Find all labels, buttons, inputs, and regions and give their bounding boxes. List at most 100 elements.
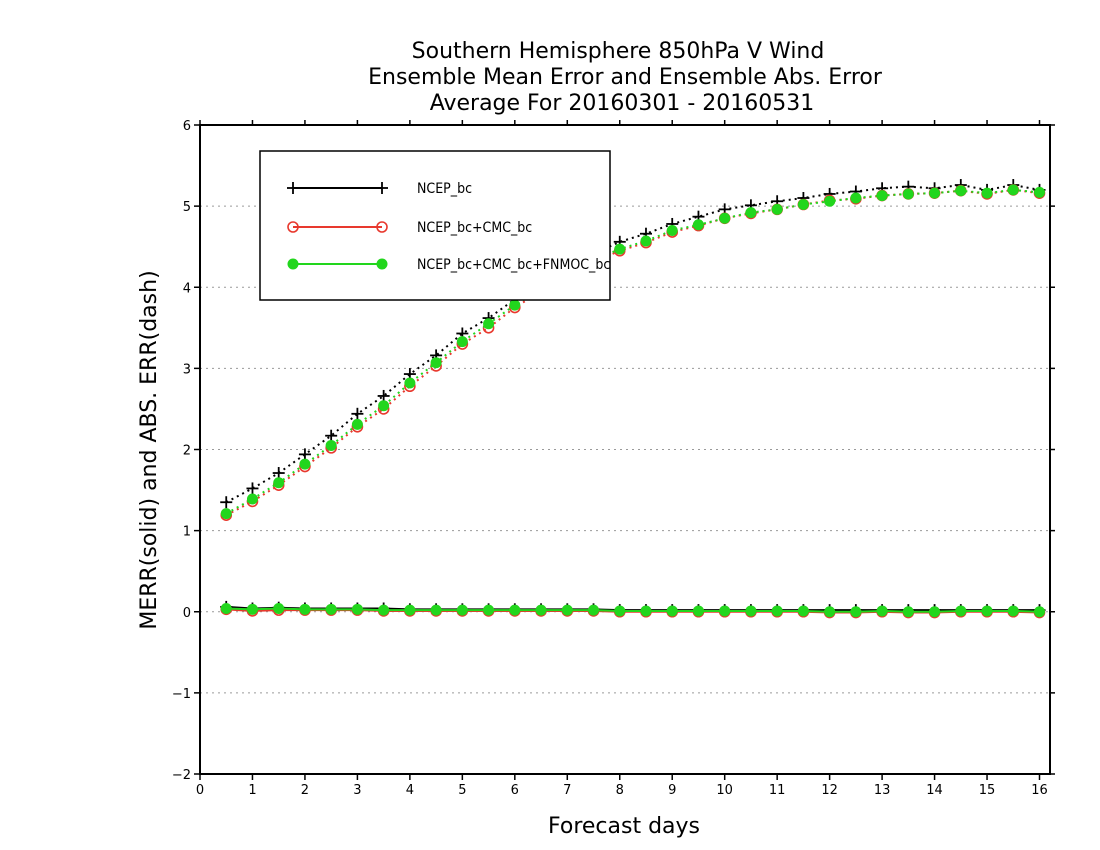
merr-point <box>588 604 600 616</box>
x-tick-label: 5 <box>458 783 466 798</box>
legend-box <box>259 150 611 301</box>
legend-swatch-marker <box>287 182 299 194</box>
abs-err-point <box>640 235 652 247</box>
merr-point <box>430 604 442 616</box>
x-axis-label: Forecast days <box>548 814 700 839</box>
x-tick-label: 3 <box>353 783 361 798</box>
abs-err-point <box>824 195 836 207</box>
abs-err-point <box>456 336 468 348</box>
merr-point <box>824 606 836 618</box>
merr-point <box>561 604 573 616</box>
merr-point <box>771 605 783 617</box>
legend-entry-label: NCEP_bc+CMC_bc+FNMOC_bc <box>417 257 610 273</box>
legend-swatch-marker <box>376 258 388 270</box>
merr-point <box>692 605 704 617</box>
merr-point <box>981 605 993 617</box>
y-axis-label: MERR(solid) and ABS. ERR(dash) <box>137 270 162 629</box>
abs-err-point <box>325 439 337 451</box>
x-tick-label: 7 <box>563 783 571 798</box>
abs-err-point <box>220 508 232 520</box>
title-line-2: Ensemble Mean Error and Ensemble Abs. Er… <box>368 65 883 90</box>
x-tick-label: 9 <box>668 783 676 798</box>
y-tick-label: 2 <box>183 444 191 459</box>
abs-err-point <box>902 188 914 200</box>
abs-err-point <box>299 458 311 470</box>
abs-err-point <box>246 493 258 505</box>
merr-point <box>1007 605 1019 617</box>
abs-err-point <box>771 203 783 215</box>
abs-err-point <box>850 192 862 204</box>
abs-err-point <box>483 318 495 330</box>
legend-swatch-marker <box>287 221 299 233</box>
abs-err-point <box>614 243 626 255</box>
abs-err-point <box>745 207 757 219</box>
merr-point <box>666 605 678 617</box>
abs-err-point <box>351 418 363 430</box>
x-tick-label: 1 <box>248 783 256 798</box>
abs-err-point <box>272 467 285 480</box>
merr-point <box>246 603 258 615</box>
x-tick-label: 4 <box>406 783 414 798</box>
legend-swatch-marker <box>287 258 299 270</box>
abs-err-line <box>225 184 1040 504</box>
x-tick-label: 2 <box>301 783 309 798</box>
abs-err-point <box>509 299 521 311</box>
abs-err-point <box>719 212 731 224</box>
merr-point <box>220 603 232 615</box>
abs-err-point <box>325 429 338 442</box>
abs-err-point <box>246 482 259 495</box>
y-tick-label: −2 <box>172 768 191 783</box>
abs-err-point <box>377 389 390 402</box>
abs-err-point <box>692 219 704 231</box>
abs-err-point <box>797 199 809 211</box>
abs-err-point <box>351 407 364 420</box>
x-tick-label: 14 <box>926 783 943 798</box>
merr-point <box>378 604 390 616</box>
x-tick-label: 12 <box>821 783 838 798</box>
x-tick-label: 6 <box>511 783 519 798</box>
y-tick-label: 1 <box>183 525 191 540</box>
x-tick-label: 16 <box>1031 783 1048 798</box>
merr-point <box>273 603 285 615</box>
y-tick-label: 3 <box>183 362 191 377</box>
abs-err-point <box>404 377 416 389</box>
merr-point <box>299 603 311 615</box>
title-line-1: Southern Hemisphere 850hPa V Wind <box>412 39 825 64</box>
abs-err-point <box>929 187 941 199</box>
x-tick-label: 15 <box>979 783 996 798</box>
y-tick-label: 6 <box>183 119 191 134</box>
y-tick-label: 5 <box>183 200 191 215</box>
merr-point <box>404 604 416 616</box>
merr-point <box>325 603 337 615</box>
merr-point <box>483 604 495 616</box>
legend-entry-label: NCEP_bc <box>417 181 472 197</box>
merr-point <box>535 604 547 616</box>
abs-err-point <box>220 496 233 509</box>
merr-point <box>719 605 731 617</box>
abs-err-point <box>273 477 285 489</box>
legend-swatch-marker <box>376 221 388 233</box>
x-tick-label: 10 <box>716 783 733 798</box>
abs-err-point <box>430 357 442 369</box>
abs-err-point <box>876 190 888 202</box>
x-tick-label: 13 <box>874 783 891 798</box>
legend-entry-label: NCEP_bc+CMC_bc <box>417 220 532 236</box>
legend-swatch-marker <box>376 182 388 194</box>
merr-point <box>509 604 521 616</box>
merr-point <box>640 605 652 617</box>
x-tick-label: 11 <box>769 783 786 798</box>
abs-err-point <box>666 224 678 236</box>
title-line-3: Average For 20160301 - 20160531 <box>430 91 815 116</box>
x-tick-label: 0 <box>196 783 204 798</box>
abs-err-point <box>981 187 993 199</box>
merr-point <box>456 604 468 616</box>
chart-title: Southern Hemisphere 850hPa V Wind Ensemb… <box>368 39 883 116</box>
merr-point <box>745 605 757 617</box>
merr-point <box>614 605 626 617</box>
y-tick-label: 0 <box>183 606 191 621</box>
abs-err-point <box>298 448 311 461</box>
abs-err-point <box>1007 184 1019 196</box>
merr-point <box>1034 606 1046 618</box>
